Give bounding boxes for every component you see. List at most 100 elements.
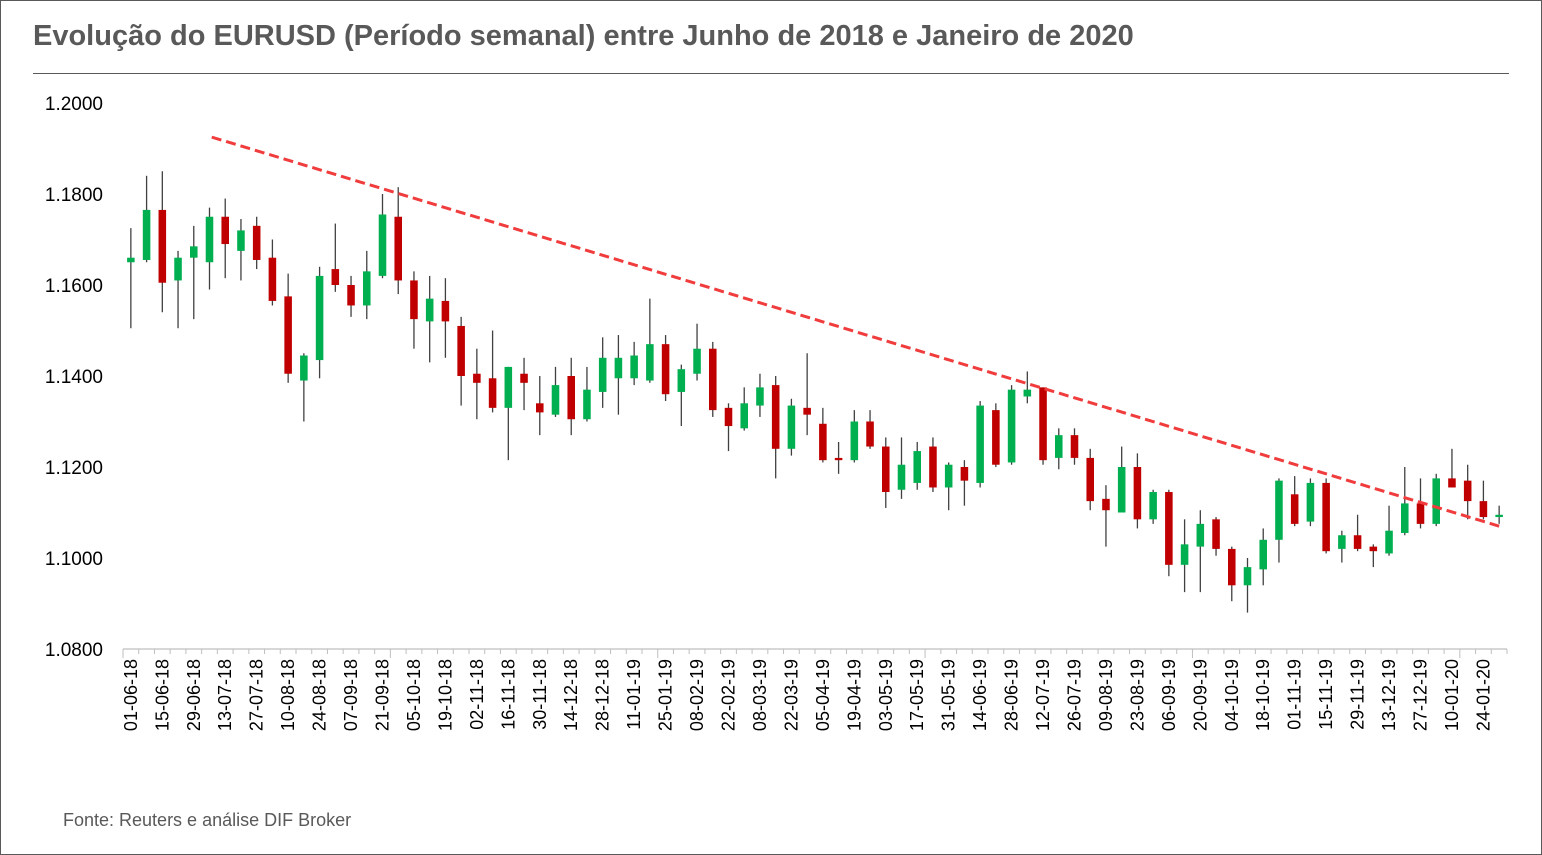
candle xyxy=(300,353,308,422)
candle-body-down xyxy=(567,376,576,420)
candle xyxy=(1290,476,1299,527)
x-tick-label: 24-08-18 xyxy=(310,659,330,731)
candle-body-down xyxy=(457,325,465,376)
candle xyxy=(740,387,749,431)
x-tick-label: 20-09-19 xyxy=(1190,659,1210,731)
candle xyxy=(174,250,182,329)
candle-body-up xyxy=(630,355,638,379)
candle-body-down xyxy=(441,300,450,322)
candle xyxy=(724,403,733,452)
candle-body-up xyxy=(1007,389,1016,463)
candle xyxy=(284,273,292,383)
candle xyxy=(268,239,277,306)
x-tick-label: 24-01-20 xyxy=(1473,659,1493,731)
candle-body-down xyxy=(960,467,969,481)
candle-body-up xyxy=(378,214,387,276)
x-tick-label: 13-07-18 xyxy=(215,659,235,731)
x-tick-label: 06-09-19 xyxy=(1159,659,1179,731)
candle xyxy=(1385,505,1393,556)
x-tick-label: 09-08-19 xyxy=(1096,659,1116,731)
x-tick-label: 13-12-19 xyxy=(1379,659,1399,731)
candle xyxy=(787,398,796,456)
candle xyxy=(425,275,434,363)
candle xyxy=(488,330,497,413)
candle xyxy=(614,335,623,415)
candle xyxy=(504,366,513,461)
x-tick-label: 04-10-19 xyxy=(1222,659,1242,731)
x-tick-label: 28-12-18 xyxy=(593,659,613,731)
candle-body-up xyxy=(237,230,245,251)
candle-body-up xyxy=(551,385,560,415)
candle-body-up xyxy=(362,271,371,306)
candle xyxy=(756,373,764,417)
candle xyxy=(929,437,937,493)
candle xyxy=(142,175,151,263)
candles-group xyxy=(127,171,1503,613)
y-tick-label: 1.1400 xyxy=(45,367,103,388)
x-tick-label: 08-03-19 xyxy=(750,659,770,731)
candle-body-up xyxy=(1306,482,1315,522)
candle xyxy=(1243,558,1252,613)
candle xyxy=(378,194,387,279)
y-tick-label: 1.2000 xyxy=(45,94,103,115)
candle-body-up xyxy=(677,369,686,392)
candle-body-up xyxy=(1385,530,1393,554)
candle xyxy=(771,376,780,479)
x-tick-label: 27-12-19 xyxy=(1411,659,1431,731)
candle-body-up xyxy=(1243,567,1252,586)
candle-body-down xyxy=(1133,467,1142,520)
candle-body-down xyxy=(284,296,292,374)
candle-body-down xyxy=(1353,535,1362,549)
candle xyxy=(646,298,654,383)
candle-body-up xyxy=(1259,539,1268,570)
candle xyxy=(693,323,701,381)
candle xyxy=(315,266,324,379)
candle xyxy=(661,335,670,402)
candle xyxy=(520,357,528,411)
candle xyxy=(1212,517,1220,556)
candle xyxy=(473,348,481,420)
candle-body-up xyxy=(1023,389,1032,397)
y-tick-label: 1.1200 xyxy=(45,458,103,479)
candle xyxy=(583,366,591,422)
candle-body-down xyxy=(488,378,497,408)
candle xyxy=(331,223,340,292)
candle xyxy=(1306,478,1315,527)
x-tick-label: 15-11-19 xyxy=(1316,659,1336,730)
x-tick-label: 31-05-19 xyxy=(939,659,959,731)
x-tick-label: 22-03-19 xyxy=(781,659,801,731)
x-tick-label: 05-04-19 xyxy=(813,659,833,731)
chart-title: Evolução do EURUSD (Período semanal) ent… xyxy=(33,20,1134,52)
candle xyxy=(960,460,969,506)
trendline-group xyxy=(211,135,1500,528)
candle xyxy=(1007,385,1016,465)
candle-body-down xyxy=(1070,435,1079,458)
candle xyxy=(252,216,261,270)
candle xyxy=(881,437,890,508)
candle-body-up xyxy=(583,389,591,420)
candle-body-up xyxy=(315,275,324,361)
x-tick-label: 14-06-19 xyxy=(970,659,990,731)
candle-body-up xyxy=(1196,523,1205,547)
candle xyxy=(1149,489,1157,524)
candle xyxy=(1369,544,1378,568)
candle-body-up xyxy=(1400,503,1409,533)
x-tick-label: 23-08-19 xyxy=(1127,659,1147,731)
trendline xyxy=(211,135,1500,528)
candle-body-up xyxy=(693,348,701,374)
candle-body-up xyxy=(127,257,135,263)
x-tick-label: 25-01-19 xyxy=(656,659,676,731)
candle-body-up xyxy=(1432,478,1441,524)
x-tick-label: 22-02-19 xyxy=(719,659,739,731)
x-tick-label: 19-04-19 xyxy=(844,659,864,731)
candle-body-up xyxy=(897,464,906,490)
candle-body-down xyxy=(803,407,811,415)
candle-body-down xyxy=(834,457,843,461)
candle-body-down xyxy=(819,423,827,461)
candle xyxy=(677,364,686,427)
candle xyxy=(1322,478,1330,554)
candle-body-up xyxy=(614,357,623,379)
candle xyxy=(551,366,560,417)
candle xyxy=(205,207,214,290)
